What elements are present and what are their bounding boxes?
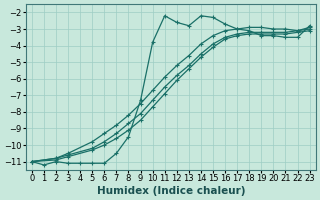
X-axis label: Humidex (Indice chaleur): Humidex (Indice chaleur) [97, 186, 245, 196]
